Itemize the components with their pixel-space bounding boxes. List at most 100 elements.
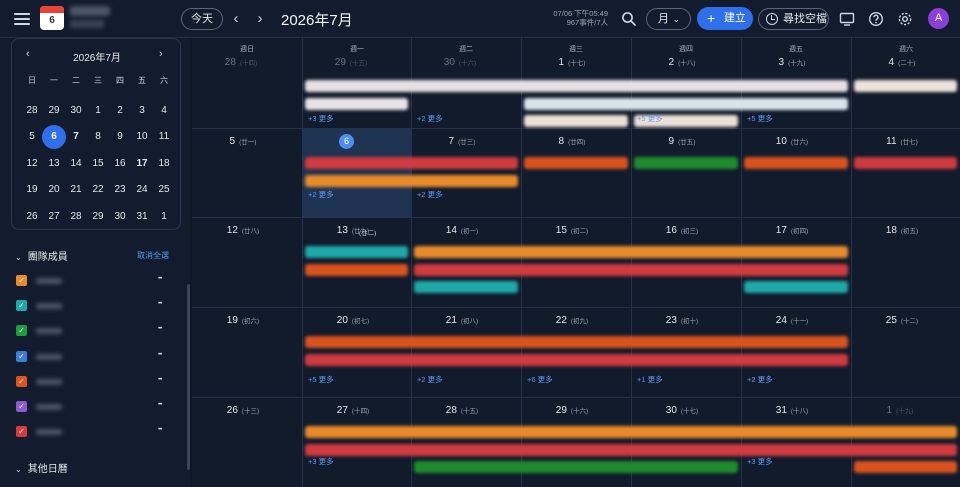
event-bar[interactable] bbox=[305, 426, 957, 438]
day-number[interactable]: 16 (初三) bbox=[627, 225, 737, 236]
mini-day[interactable]: 21 bbox=[65, 177, 87, 204]
more-options-icon[interactable]: ••• bbox=[158, 326, 162, 333]
day-number[interactable]: 29 (十六) bbox=[517, 405, 627, 416]
day-number[interactable]: 31 (十八) bbox=[737, 405, 847, 416]
event-bar[interactable] bbox=[854, 80, 957, 92]
avatar[interactable]: A bbox=[928, 8, 949, 29]
mini-day[interactable]: 28 bbox=[21, 98, 43, 125]
event-bar[interactable] bbox=[634, 157, 738, 169]
more-events-link[interactable]: +2 更多 bbox=[417, 114, 443, 123]
day-number[interactable]: 17 (初四) bbox=[737, 225, 847, 236]
more-events-link[interactable]: +2 更多 bbox=[417, 190, 443, 199]
day-number[interactable]: 30 (十七) bbox=[627, 405, 737, 416]
day-number[interactable]: 15 (初二) bbox=[517, 225, 627, 236]
day-number[interactable]: 11 (廿七) bbox=[847, 136, 957, 147]
event-bar[interactable] bbox=[524, 115, 628, 127]
event-bar[interactable] bbox=[744, 157, 848, 169]
more-events-link[interactable]: +5 更多 bbox=[747, 114, 773, 123]
event-bar[interactable] bbox=[854, 157, 957, 169]
mini-day[interactable]: 18 bbox=[153, 151, 175, 178]
mini-day[interactable]: 27 bbox=[43, 204, 65, 231]
day-number[interactable]: 2 (十八) bbox=[627, 57, 737, 68]
mini-day[interactable]: 9 bbox=[109, 124, 131, 151]
mini-day[interactable]: 1 bbox=[153, 204, 175, 231]
mini-day[interactable]: 30 bbox=[65, 98, 87, 125]
today-date-badge[interactable]: 6 bbox=[339, 134, 354, 149]
find-slot-button[interactable]: 尋找空檔 bbox=[758, 8, 829, 30]
create-button[interactable]: + 建立 bbox=[697, 7, 753, 30]
mini-day[interactable]: 4 bbox=[153, 98, 175, 125]
day-number[interactable]: 7 (廿三) bbox=[407, 136, 517, 147]
event-bar[interactable] bbox=[524, 157, 628, 169]
event-bar[interactable] bbox=[305, 80, 848, 92]
day-number[interactable]: 29 (十五) bbox=[296, 57, 406, 68]
event-bar[interactable] bbox=[414, 461, 738, 473]
mini-day[interactable]: 5 bbox=[21, 124, 43, 151]
mini-day[interactable]: 11 bbox=[153, 124, 175, 151]
mini-day[interactable]: 3 bbox=[131, 98, 153, 125]
mini-day[interactable]: 15 bbox=[87, 151, 109, 178]
mini-next-icon[interactable]: › bbox=[159, 48, 163, 60]
member-checkbox[interactable]: ✓ bbox=[16, 300, 27, 312]
more-events-link[interactable]: +6 更多 bbox=[527, 375, 553, 384]
mini-day[interactable]: 31 bbox=[131, 204, 153, 231]
mini-day[interactable]: 16 bbox=[109, 151, 131, 178]
event-bar[interactable] bbox=[305, 263, 408, 276]
mini-day[interactable]: 12 bbox=[21, 151, 43, 178]
day-number[interactable]: 19 (初六) bbox=[188, 315, 298, 326]
mini-day[interactable]: 30 bbox=[109, 204, 131, 231]
event-bar[interactable] bbox=[414, 246, 848, 258]
mini-day[interactable]: 1 bbox=[87, 98, 109, 125]
mini-day[interactable]: 19 bbox=[21, 177, 43, 204]
day-number[interactable]: 22 (初九) bbox=[517, 315, 627, 326]
event-bar[interactable] bbox=[414, 281, 518, 293]
mini-day[interactable]: 6 bbox=[42, 124, 66, 151]
mini-day[interactable]: 17 bbox=[131, 151, 153, 178]
clear-all-link[interactable]: 取消全選 bbox=[137, 251, 169, 260]
event-bar[interactable] bbox=[744, 281, 848, 293]
more-events-link[interactable]: +2 更多 bbox=[308, 190, 334, 199]
more-events-link[interactable]: +3 更多 bbox=[308, 457, 334, 466]
more-events-link[interactable]: +2 更多 bbox=[417, 375, 443, 384]
more-options-icon[interactable]: ••• bbox=[158, 276, 162, 282]
more-options-icon[interactable]: ••• bbox=[158, 301, 162, 308]
member-checkbox[interactable]: ✓ bbox=[16, 350, 27, 362]
day-number[interactable]: 9 (廿五) bbox=[627, 136, 737, 147]
day-number[interactable]: 10 (廿六) bbox=[737, 136, 847, 147]
day-number[interactable]: 27 (十四) bbox=[298, 405, 408, 416]
more-events-link[interactable]: +3 更多 bbox=[308, 114, 334, 123]
day-number[interactable]: 1 (十九) bbox=[845, 405, 955, 416]
view-selector[interactable]: 月 ⌄ bbox=[646, 8, 691, 30]
day-number[interactable]: 13 (廿九) bbox=[298, 225, 408, 236]
event-bar[interactable] bbox=[305, 157, 518, 169]
event-bar[interactable] bbox=[305, 336, 848, 348]
help-icon[interactable] bbox=[868, 11, 884, 27]
day-number[interactable]: 5 (廿一) bbox=[188, 136, 298, 147]
member-item[interactable]: ✓ ••• bbox=[16, 299, 176, 313]
event-bar[interactable] bbox=[305, 97, 408, 110]
day-number[interactable]: 28 (十四) bbox=[186, 57, 296, 68]
member-checkbox[interactable]: ✓ bbox=[16, 375, 27, 387]
mini-day[interactable]: 14 bbox=[65, 151, 87, 178]
member-checkbox[interactable]: ✓ bbox=[16, 426, 27, 438]
event-bar[interactable] bbox=[305, 246, 408, 258]
event-bar[interactable] bbox=[305, 353, 848, 366]
event-bar[interactable] bbox=[524, 97, 848, 110]
mini-day[interactable]: 29 bbox=[43, 98, 65, 125]
day-number[interactable]: 24 (十一) bbox=[737, 315, 847, 326]
day-number[interactable]: 3 (十九) bbox=[737, 57, 847, 68]
more-options-icon[interactable]: ••• bbox=[158, 376, 162, 383]
day-number[interactable]: 25 (十二) bbox=[847, 315, 957, 326]
mini-day[interactable]: 8 bbox=[87, 124, 109, 151]
today-button[interactable]: 今天 bbox=[181, 8, 223, 30]
more-options-icon[interactable]: ••• bbox=[158, 427, 162, 434]
day-number[interactable]: 20 (初七) bbox=[298, 315, 408, 326]
more-events-link[interactable]: +3 更多 bbox=[747, 457, 773, 466]
more-options-icon[interactable]: ••• bbox=[158, 402, 162, 408]
day-number[interactable]: 4 (二十) bbox=[847, 57, 957, 68]
settings-gear-icon[interactable] bbox=[897, 11, 913, 27]
member-item[interactable]: ✓ ••• bbox=[16, 425, 176, 439]
mini-day[interactable]: 25 bbox=[153, 177, 175, 204]
today-cell[interactable] bbox=[302, 128, 411, 217]
member-item[interactable]: ✓ ••• bbox=[16, 324, 176, 338]
